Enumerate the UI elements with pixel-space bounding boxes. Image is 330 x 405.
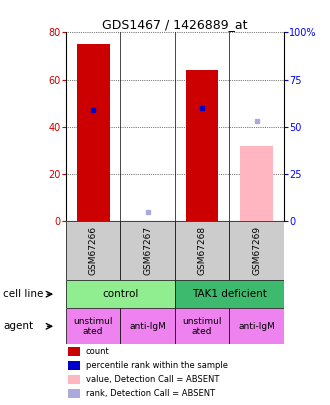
- Bar: [68, 375, 80, 384]
- Text: percentile rank within the sample: percentile rank within the sample: [85, 361, 228, 370]
- Text: GSM67266: GSM67266: [89, 226, 98, 275]
- Text: unstimul
ated: unstimul ated: [74, 317, 113, 336]
- Bar: [68, 389, 80, 398]
- Bar: [175, 222, 229, 280]
- Bar: [175, 280, 284, 308]
- Text: agent: agent: [3, 321, 33, 331]
- Text: GSM67269: GSM67269: [252, 226, 261, 275]
- Bar: [68, 347, 80, 356]
- Bar: [229, 308, 284, 344]
- Text: GSM67267: GSM67267: [143, 226, 152, 275]
- Text: TAK1 deficient: TAK1 deficient: [192, 289, 267, 299]
- Text: anti-IgM: anti-IgM: [129, 322, 166, 331]
- Text: cell line: cell line: [3, 289, 44, 299]
- Bar: [240, 146, 273, 222]
- Text: rank, Detection Call = ABSENT: rank, Detection Call = ABSENT: [85, 389, 215, 398]
- Text: unstimul
ated: unstimul ated: [182, 317, 222, 336]
- Text: control: control: [102, 289, 139, 299]
- Bar: [175, 308, 229, 344]
- Text: value, Detection Call = ABSENT: value, Detection Call = ABSENT: [85, 375, 219, 384]
- Bar: [120, 222, 175, 280]
- Bar: [68, 361, 80, 370]
- Bar: [66, 308, 120, 344]
- Bar: [229, 222, 284, 280]
- Text: anti-IgM: anti-IgM: [238, 322, 275, 331]
- Bar: [120, 308, 175, 344]
- Bar: [186, 70, 218, 222]
- Text: GSM67268: GSM67268: [198, 226, 207, 275]
- Bar: [66, 222, 120, 280]
- Text: count: count: [85, 347, 109, 356]
- Bar: [66, 280, 175, 308]
- Bar: [77, 44, 110, 222]
- Title: GDS1467 / 1426889_at: GDS1467 / 1426889_at: [102, 18, 248, 31]
